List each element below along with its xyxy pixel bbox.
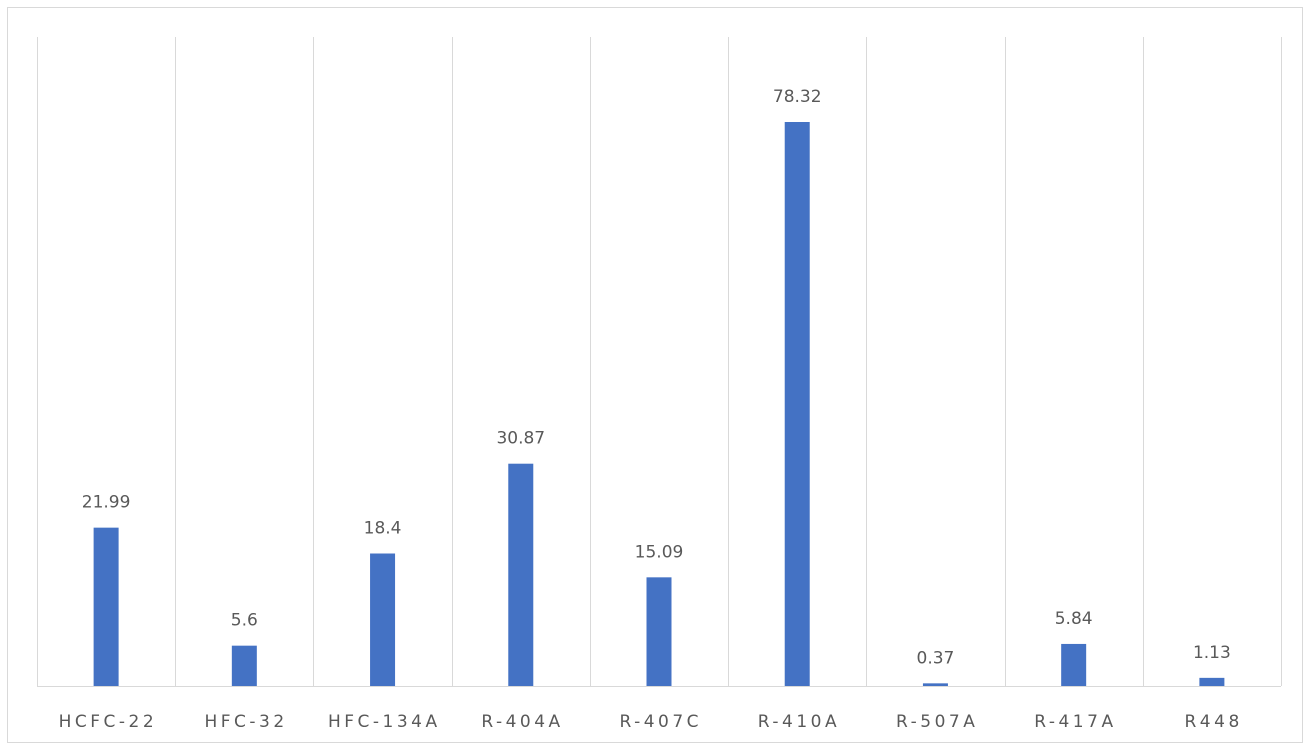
bar — [93, 527, 119, 686]
x-tick-label: HFC-32 — [204, 712, 287, 732]
x-tick-labels: HCFC-22 HFC-32 HFC-134A R-404A R-407C R-410A R… — [59, 712, 1243, 732]
x-tick-label: R448 — [1185, 712, 1243, 732]
data-label: 18.4 — [364, 519, 402, 539]
data-label: 0.37 — [917, 648, 955, 668]
bar — [370, 553, 396, 686]
x-tick-label: R-417A — [1034, 712, 1116, 732]
data-label: 21.99 — [82, 493, 131, 513]
bar — [784, 122, 810, 686]
bar — [231, 645, 257, 686]
x-tick-label: HFC-134A — [328, 712, 441, 732]
x-tick-label: HCFC-22 — [59, 712, 158, 732]
bar — [508, 463, 534, 686]
bars — [93, 122, 1225, 686]
bar — [922, 683, 948, 686]
data-label: 15.09 — [635, 542, 684, 562]
data-label: 1.13 — [1193, 643, 1231, 663]
bar — [1199, 677, 1225, 686]
data-label: 5.6 — [231, 611, 258, 631]
x-tick-label: R-407C — [619, 712, 702, 732]
data-label: 5.84 — [1055, 609, 1093, 629]
x-tick-label: R-404A — [481, 712, 563, 732]
data-label: 78.32 — [773, 87, 822, 107]
x-tick-label: R-507A — [896, 712, 978, 732]
bar — [1061, 643, 1087, 686]
data-label: 30.87 — [496, 429, 545, 449]
gridlines — [37, 37, 1282, 686]
data-labels: 21.99 5.6 18.4 30.87 15.09 78.32 0.37 5.84 1.13 — [82, 87, 1231, 668]
x-tick-label: R-410A — [758, 712, 840, 732]
bar — [646, 577, 672, 686]
